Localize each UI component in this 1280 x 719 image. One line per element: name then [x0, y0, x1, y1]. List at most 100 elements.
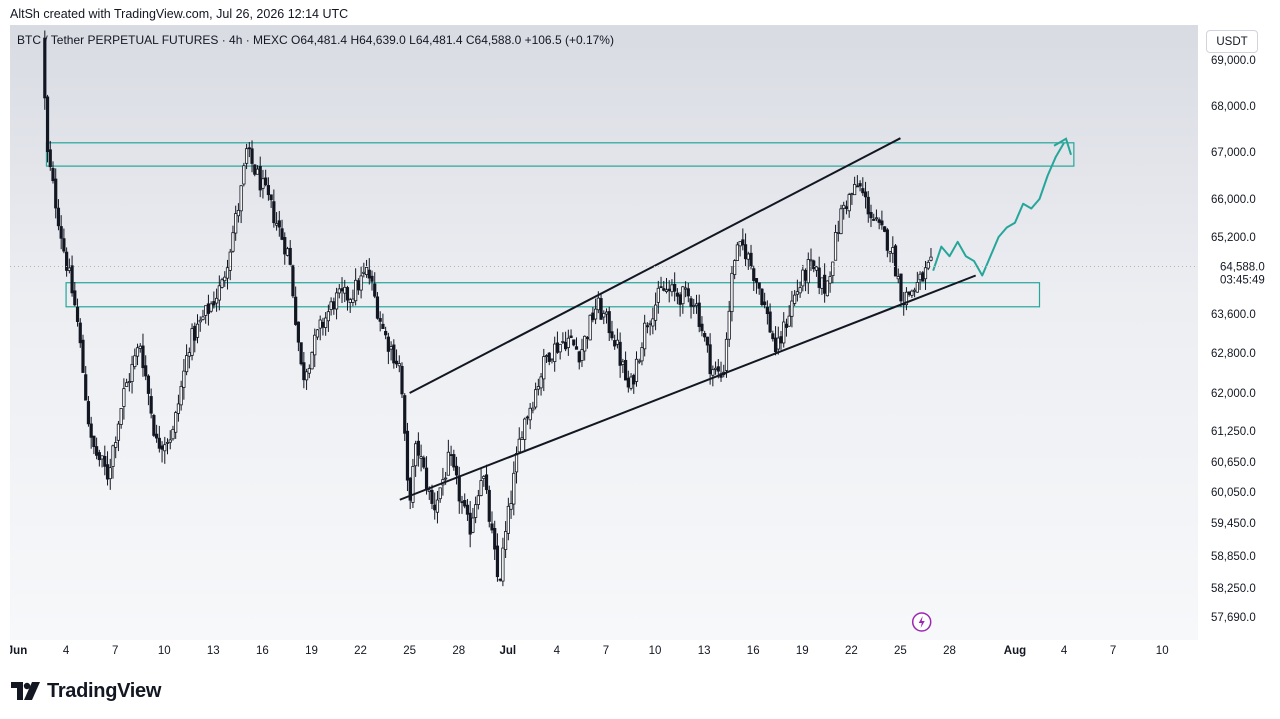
currency-button[interactable]: USDT: [1206, 30, 1258, 53]
candle-body: [444, 477, 448, 480]
price-chart[interactable]: 69,000.0 68,000.0 67,000.0 66,000.0 65,200.0…: [10, 25, 1280, 665]
candle-body: [51, 168, 55, 182]
channel-upper-trendline[interactable]: [409, 137, 901, 394]
candle-body: [604, 311, 609, 315]
candle-body: [430, 490, 434, 504]
candle-body: [266, 185, 270, 196]
candle-body: [70, 265, 74, 294]
zone-rectangle-1[interactable]: [45, 142, 1075, 167]
price-tick-label: 60,050.0: [1211, 487, 1256, 499]
candle-body: [463, 500, 467, 507]
candle-body: [501, 547, 505, 582]
candle-body: [828, 276, 832, 284]
candle-body: [304, 371, 309, 381]
candle-body: [95, 446, 99, 456]
candle-body: [907, 291, 911, 295]
candle-body: [414, 443, 418, 467]
candle-body: [528, 407, 532, 421]
candle-body: [261, 178, 265, 189]
candle-body: [613, 340, 617, 347]
candle-body: [651, 318, 655, 327]
candle-body: [738, 241, 742, 247]
candle-body: [899, 273, 903, 302]
candle-body: [465, 504, 470, 515]
price-tick-label: 60,650.0: [1211, 457, 1256, 469]
candle-body: [452, 454, 456, 468]
candle-body: [593, 308, 598, 320]
candle-body: [250, 148, 254, 164]
candle-body: [711, 369, 715, 376]
chart-area[interactable]: 69,000.0 68,000.0 67,000.0 66,000.0 65,200.0…: [10, 25, 1280, 665]
candle-body: [116, 423, 121, 441]
candle-body: [553, 343, 557, 362]
candle-body: [416, 440, 420, 456]
candle-body: [547, 352, 551, 362]
channel-lower-trendline[interactable]: [399, 274, 977, 501]
candle-body: [247, 147, 251, 150]
candle-body: [531, 407, 535, 411]
candle-body: [45, 96, 50, 152]
candle-body: [724, 338, 729, 371]
zone-rectangle-2[interactable]: [65, 282, 1041, 308]
price-tick-label: 67,000.0: [1211, 147, 1256, 159]
candle-body: [86, 401, 91, 425]
candle-body: [100, 455, 104, 460]
candle-body: [354, 279, 358, 302]
time-tick-label: 25: [403, 645, 416, 657]
time-tick-label: 19: [796, 645, 809, 657]
tradingview-logo-icon: [11, 681, 40, 700]
candle-body: [888, 251, 892, 254]
candle-body: [506, 505, 510, 534]
candle-body: [877, 219, 881, 223]
price-tick-label: 58,250.0: [1211, 583, 1256, 595]
candle-body: [678, 294, 682, 305]
candle-body: [561, 341, 565, 343]
candle-body: [681, 286, 685, 305]
candle-body: [574, 346, 579, 350]
candle-body: [424, 467, 429, 491]
candle-body: [585, 337, 590, 339]
candle-body: [648, 322, 652, 325]
candle-body: [921, 272, 925, 282]
candle-body: [234, 213, 238, 234]
candle-body: [607, 311, 611, 334]
candle-body: [239, 185, 243, 212]
candle-body: [212, 301, 216, 306]
candle-body: [863, 191, 868, 198]
candle-body: [542, 356, 546, 380]
candle-body: [621, 361, 625, 365]
candle-body: [176, 403, 181, 414]
candle-body: [509, 503, 513, 510]
candle-body: [108, 467, 112, 480]
candle-body: [833, 232, 838, 261]
time-tick-label: 25: [894, 645, 907, 657]
candle-body: [910, 290, 914, 296]
candle-body: [632, 374, 636, 385]
candle-body: [242, 165, 246, 185]
candle-body: [378, 318, 382, 322]
candle-body: [580, 349, 584, 361]
candle-body: [264, 177, 268, 186]
candle-body: [217, 285, 221, 301]
candle-body: [643, 322, 647, 350]
candle-body: [133, 355, 137, 368]
time-tick-label: 4: [63, 645, 70, 657]
candle-body: [171, 428, 175, 440]
candle-body: [749, 252, 753, 267]
candle-body: [713, 367, 718, 370]
candle-body: [539, 376, 543, 389]
candle-body: [765, 306, 769, 315]
candle-body: [400, 365, 404, 395]
candle-body: [127, 381, 131, 383]
candle-body: [244, 148, 249, 164]
candle-body: [803, 269, 808, 281]
projection-path[interactable]: [932, 142, 1065, 277]
candle-body: [913, 289, 917, 292]
candle-body: [904, 291, 909, 306]
candle-body: [689, 298, 693, 307]
candle-body: [97, 452, 101, 461]
candle-body: [645, 325, 650, 328]
candle-body: [596, 297, 600, 311]
candle-body: [73, 290, 77, 306]
candle-body: [384, 330, 388, 336]
